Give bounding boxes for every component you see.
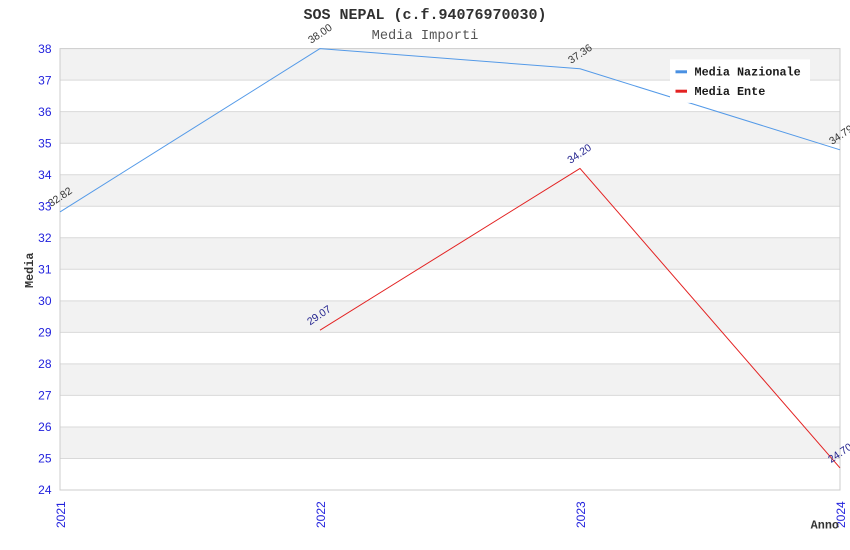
svg-text:Media Ente: Media Ente — [695, 85, 766, 99]
svg-text:2022: 2022 — [314, 501, 328, 528]
svg-text:35: 35 — [38, 136, 52, 150]
svg-text:30: 30 — [38, 294, 52, 308]
svg-text:34: 34 — [38, 168, 52, 182]
svg-text:37: 37 — [38, 73, 52, 87]
svg-text:28: 28 — [38, 357, 52, 371]
svg-text:27: 27 — [38, 389, 52, 403]
svg-text:32: 32 — [38, 231, 52, 245]
svg-text:2023: 2023 — [574, 501, 588, 528]
svg-text:2024: 2024 — [834, 501, 848, 528]
svg-text:24: 24 — [38, 483, 52, 497]
svg-text:SOS NEPAL (c.f.94076970030): SOS NEPAL (c.f.94076970030) — [303, 7, 546, 24]
svg-text:25: 25 — [38, 452, 52, 466]
svg-text:Anno: Anno — [811, 519, 839, 533]
svg-text:31: 31 — [38, 263, 52, 277]
svg-text:26: 26 — [38, 420, 52, 434]
svg-text:38: 38 — [38, 42, 52, 56]
svg-text:Media Nazionale: Media Nazionale — [695, 66, 801, 80]
svg-text:Media: Media — [23, 253, 37, 288]
svg-text:Media Importi: Media Importi — [372, 29, 479, 44]
svg-text:29: 29 — [38, 326, 52, 340]
svg-text:36: 36 — [38, 105, 52, 119]
svg-text:33: 33 — [38, 199, 52, 213]
svg-text:2021: 2021 — [54, 501, 68, 528]
